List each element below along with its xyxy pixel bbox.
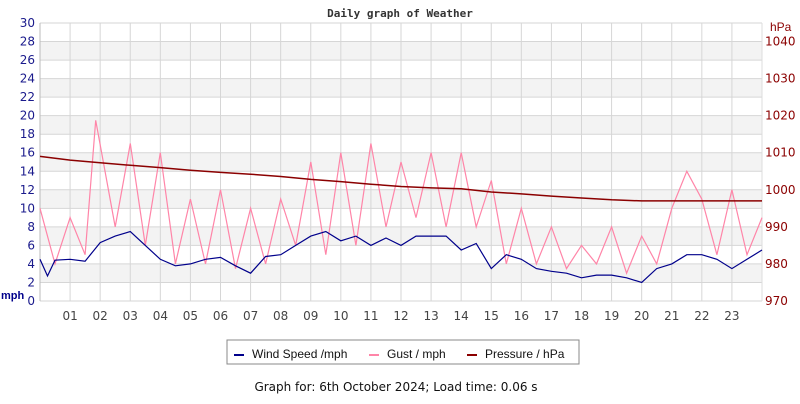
right-tick-label: 1040: [765, 35, 796, 49]
x-tick-label: 17: [544, 309, 559, 323]
left-axis-label: mph: [1, 290, 25, 302]
left-tick-label: 8: [27, 220, 35, 234]
x-tick-label: 02: [93, 309, 108, 323]
right-tick-label: 980: [765, 257, 788, 271]
right-tick-label: 1030: [765, 72, 796, 86]
left-tick-label: 0: [27, 294, 35, 308]
x-tick-label: 19: [604, 309, 619, 323]
chart-title: Daily graph of Weather: [327, 7, 473, 20]
right-tick-label: 970: [765, 294, 788, 308]
x-tick-label: 03: [123, 309, 138, 323]
left-tick-label: 10: [20, 201, 35, 215]
left-tick-label: 28: [20, 35, 35, 49]
x-tick-label: 11: [363, 309, 378, 323]
left-tick-label: 12: [20, 183, 35, 197]
x-tick-label: 13: [423, 309, 438, 323]
left-tick-label: 26: [20, 53, 35, 67]
left-tick-label: 22: [20, 90, 35, 104]
series-line-1: [39, 120, 763, 275]
x-tick-label: 06: [213, 309, 228, 323]
x-tick-label: 15: [484, 309, 499, 323]
x-tick-label: 01: [62, 309, 77, 323]
left-tick-label: 6: [27, 238, 35, 252]
series-line-0: [39, 230, 763, 284]
series-line-2: [39, 155, 762, 202]
x-tick-label: 23: [724, 309, 739, 323]
x-tick-label: 07: [243, 309, 258, 323]
left-tick-label: 16: [20, 146, 35, 160]
x-tick-label: 08: [273, 309, 288, 323]
x-tick-label: 09: [303, 309, 318, 323]
footer-text: Graph for: 6th October 2024; Load time: …: [254, 380, 537, 394]
left-tick-label: 18: [20, 127, 35, 141]
left-tick-label: 30: [20, 16, 35, 30]
legend-label-2: Pressure / hPa: [485, 347, 565, 361]
x-tick-label: 14: [454, 309, 469, 323]
right-axis-label: hPa: [770, 20, 792, 34]
x-tick-label: 18: [574, 309, 589, 323]
x-tick-label: 22: [694, 309, 709, 323]
x-tick-label: 20: [634, 309, 649, 323]
x-tick-label: 12: [393, 309, 408, 323]
left-tick-label: 2: [27, 275, 35, 289]
left-tick-label: 14: [20, 164, 35, 178]
x-tick-label: 10: [333, 309, 348, 323]
x-tick-label: 05: [183, 309, 198, 323]
legend-box: [226, 339, 580, 365]
legend-label-0: Wind Speed /mph: [252, 347, 347, 361]
left-tick-label: 20: [20, 109, 35, 123]
right-tick-label: 1020: [765, 109, 796, 123]
right-tick-label: 1000: [765, 183, 796, 197]
legend-label-1: Gust / mph: [387, 347, 446, 361]
left-tick-label: 24: [20, 72, 35, 86]
x-tick-label: 16: [514, 309, 529, 323]
x-tick-label: 04: [153, 309, 168, 323]
x-tick-label: 21: [664, 309, 679, 323]
left-tick-label: 4: [27, 257, 35, 271]
right-tick-label: 990: [765, 220, 788, 234]
right-tick-label: 1010: [765, 146, 796, 160]
